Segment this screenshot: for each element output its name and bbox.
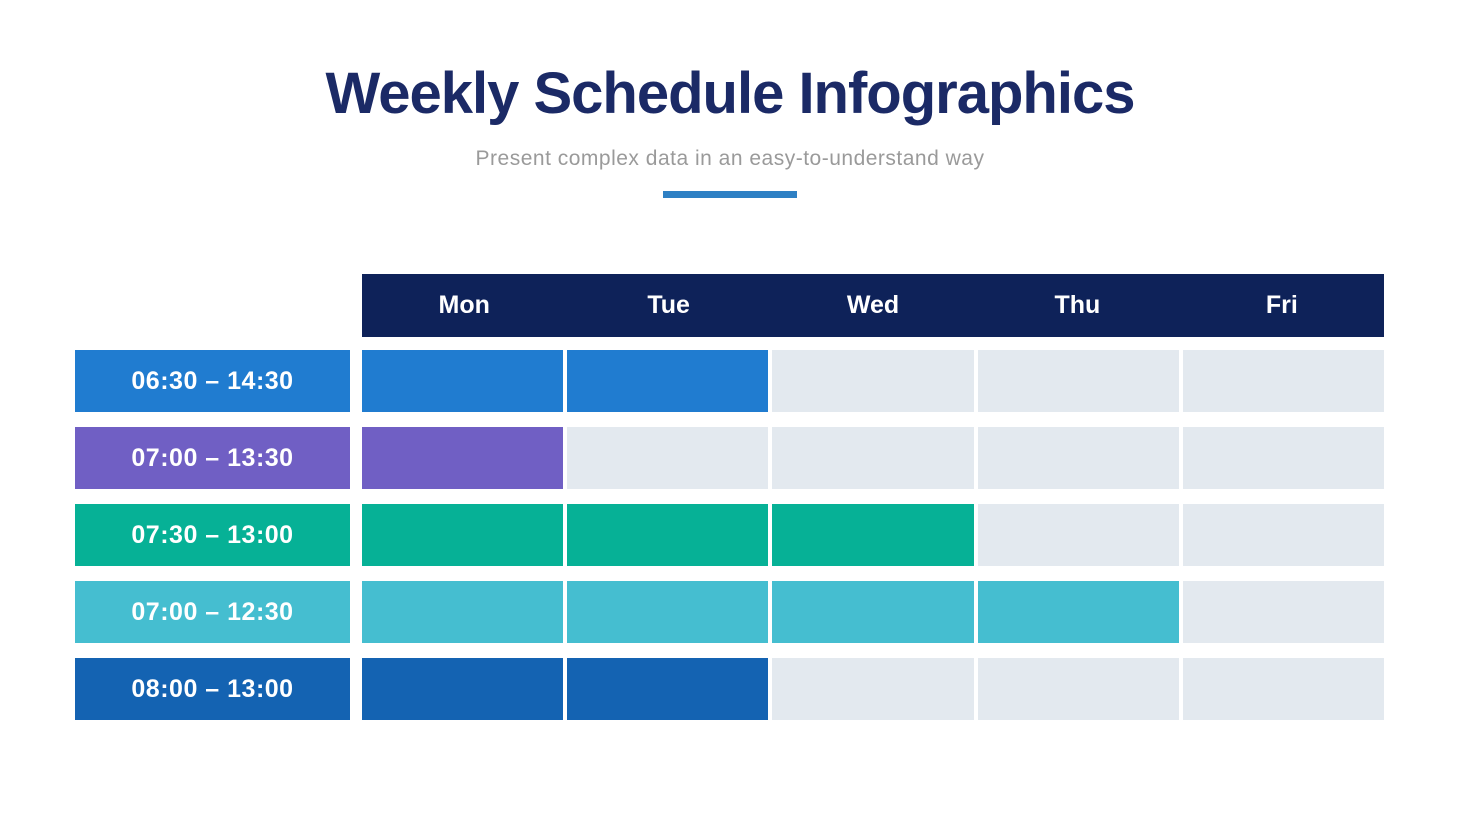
cell-mon-filled [362, 658, 564, 720]
cell-wed-filled [772, 504, 974, 566]
cell-thu-filled [977, 581, 1179, 643]
cell-thu-empty [977, 658, 1179, 720]
cell-tue-filled [567, 504, 769, 566]
day-header-fri: Fri [1265, 291, 1298, 319]
schedule-row: 08:00 – 13:00 [75, 658, 1385, 720]
cell-mon-filled [362, 581, 564, 643]
day-header-row: Mon Tue Wed Thu Fri [362, 274, 1384, 337]
cell-wed-filled [772, 581, 974, 643]
cell-thu-empty [977, 350, 1179, 412]
time-slot-label: 06:30 – 14:30 [75, 350, 350, 412]
cell-thu-empty [977, 427, 1179, 489]
cell-tue-filled [567, 581, 769, 643]
page-subtitle: Present complex data in an easy-to-under… [475, 147, 985, 170]
day-header-mon: Mon [438, 291, 490, 319]
schedule-row: 07:30 – 13:00 [75, 504, 1385, 566]
time-slot-label: 08:00 – 13:00 [75, 658, 350, 720]
day-cells [362, 350, 1385, 412]
cell-tue-empty [567, 427, 769, 489]
day-cells [362, 658, 1385, 720]
time-slot-label: 07:30 – 13:00 [75, 504, 350, 566]
cell-wed-empty [772, 427, 974, 489]
cell-fri-empty [1182, 581, 1385, 643]
day-cells [362, 581, 1385, 643]
schedule-row: 06:30 – 14:30 [75, 350, 1385, 412]
cell-mon-filled [362, 504, 564, 566]
cell-fri-empty [1182, 350, 1385, 412]
cell-tue-filled [567, 658, 769, 720]
cell-wed-empty [772, 658, 974, 720]
title-underline [663, 191, 797, 198]
cell-fri-empty [1182, 504, 1385, 566]
page-title: Weekly Schedule Infographics [325, 61, 1136, 126]
time-slot-label: 07:00 – 12:30 [75, 581, 350, 643]
schedule-row: 07:00 – 13:30 [75, 427, 1385, 489]
cell-mon-filled [362, 350, 564, 412]
day-header-tue: Tue [647, 291, 690, 319]
cell-fri-empty [1182, 658, 1385, 720]
cell-mon-filled [362, 427, 564, 489]
schedule-table: 06:30 – 14:30 07:00 – 13:30 07:30 – 13:00 0… [75, 350, 1385, 735]
cell-wed-empty [772, 350, 974, 412]
day-header-thu: Thu [1054, 291, 1101, 319]
day-header-wed: Wed [846, 291, 900, 319]
day-cells [362, 427, 1385, 489]
schedule-row: 07:00 – 12:30 [75, 581, 1385, 643]
cell-fri-empty [1182, 427, 1385, 489]
time-slot-label: 07:00 – 13:30 [75, 427, 350, 489]
cell-tue-filled [567, 350, 769, 412]
day-cells [362, 504, 1385, 566]
cell-thu-empty [977, 504, 1179, 566]
